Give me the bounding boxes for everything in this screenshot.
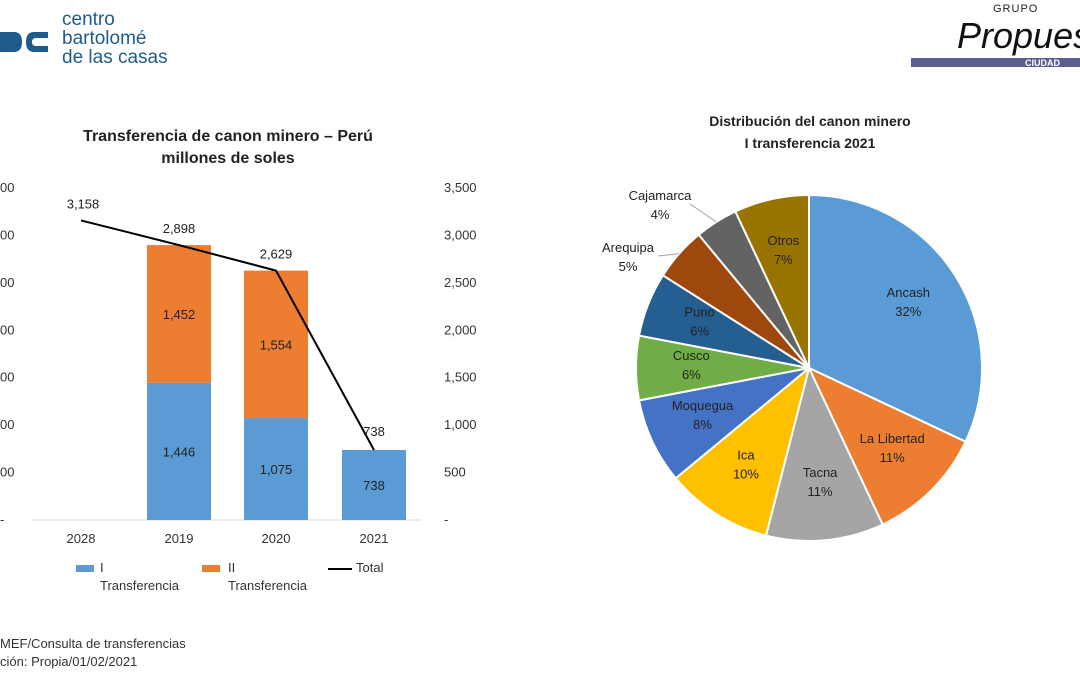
- y-left-tick-label: -: [0, 512, 4, 527]
- logo-line-1: centro: [62, 9, 115, 30]
- y-left-tick-label: 00: [0, 180, 14, 195]
- bar-i-data-label: 738: [363, 478, 385, 493]
- pie-slice-percent: 11%: [880, 450, 905, 465]
- pie-chart: Ancash 32% La Libertad 11% Tacna 11% Ica 10% Moq…: [602, 188, 983, 542]
- pie-chart-title-line-2: I transferencia 2021: [744, 135, 876, 151]
- legend-swatch-i: [76, 565, 94, 572]
- logo-line-2: bartolomé: [62, 28, 147, 49]
- pie-slice-label: Cajamarca: [629, 188, 693, 203]
- y-right-tick-label: 2,000: [444, 322, 477, 337]
- total-line: [80, 219, 375, 451]
- pie-slice-percent: 7%: [774, 252, 793, 267]
- logo-right-small: GRUPO: [993, 3, 1038, 15]
- logo-right-main: Propues: [957, 15, 1080, 56]
- x-tick-label: 2021: [360, 531, 389, 546]
- bar-ii-data-label: 1,554: [260, 337, 293, 352]
- y-right-tick-label: -: [444, 512, 448, 527]
- source-line-2: ción: Propia/01/02/2021: [0, 654, 138, 669]
- legend-label-i-1: I: [100, 560, 104, 575]
- pie-slice-percent: 6%: [690, 324, 709, 339]
- y-left-tick-label: 00: [0, 322, 14, 337]
- pie-slice-percent: 6%: [682, 367, 701, 382]
- pie-chart-title-line-1: Distribución del canon minero: [709, 113, 911, 129]
- pie-slice-percent: 5%: [619, 259, 638, 274]
- x-tick-label: 2028: [67, 531, 96, 546]
- bar-ii-data-label: 1,452: [163, 307, 196, 322]
- total-data-label: 738: [363, 424, 385, 439]
- legend-swatch-total: [328, 568, 352, 570]
- cbc-logo-mark-icon: [0, 32, 48, 52]
- pie-slice-ica: [674, 365, 811, 537]
- y-left-tick-label: 00: [0, 465, 14, 480]
- logo-line-3: de las casas: [62, 47, 168, 68]
- y-right-tick-label: 500: [444, 465, 466, 480]
- pie-slice-label: Arequipa: [602, 240, 655, 255]
- pie-slice-label: Cusco: [673, 348, 710, 363]
- y-right-tick-label: 2,500: [444, 275, 477, 290]
- logo-right-sub: CIUDAD: [1025, 58, 1060, 68]
- pie-chart-title: Distribución del canon minero I transfer…: [660, 110, 960, 154]
- x-tick-label: 2020: [262, 531, 291, 546]
- pie-slice-label: Puno: [684, 305, 714, 320]
- bar-i-data-label: 1,446: [163, 444, 196, 459]
- pie-leader-line: [689, 203, 717, 223]
- bar-i-transferencia: [244, 418, 308, 520]
- bar-chart-legend: I Transferencia II Transferencia Total: [0, 558, 440, 598]
- y-right-tick-label: 1,500: [444, 370, 477, 385]
- pie-slice-label: Otros: [767, 233, 799, 248]
- bar-chart: - - 500 00 1,000 00 1,500 00 2,000 00 2,500 00 3,000…: [0, 180, 477, 546]
- pie-slice-percent: 8%: [693, 417, 712, 432]
- y-right-tick-label: 3,000: [444, 227, 477, 242]
- bar-ii-transferencia: [244, 270, 308, 419]
- y-right-tick-label: 3,500: [444, 180, 477, 195]
- pie-slice-tacna: [764, 365, 884, 542]
- total-data-label: 2,629: [260, 247, 293, 262]
- legend-label-ii-2: Transferencia: [228, 578, 307, 593]
- pie-slice-percent: 4%: [651, 207, 670, 222]
- propuesta-logo-graphic: GRUPO Propues CIUDAD: [911, 3, 1080, 68]
- pie-slice-ancash: [808, 193, 983, 443]
- y-left-tick-label: 00: [0, 275, 14, 290]
- y-right-tick-label: 1,000: [444, 417, 477, 432]
- pie-leader-line: [657, 253, 680, 257]
- total-data-label: 3,158: [67, 196, 100, 211]
- pie-slice-label: La Libertad: [860, 431, 925, 446]
- pie-slice-label: Moquegua: [672, 398, 734, 413]
- bar-i-data-label: 1,075: [260, 462, 293, 477]
- pie-slice-percent: 11%: [808, 484, 833, 499]
- bar-i-transferencia: [342, 449, 406, 520]
- total-data-label: 2,898: [163, 221, 196, 236]
- y-left-tick-label: 00: [0, 227, 14, 242]
- legend-label-ii-1: II: [228, 560, 236, 575]
- pie-slice-percent: 10%: [733, 466, 759, 481]
- pie-slice-otros: [734, 193, 810, 369]
- cbc-logo: centro bartolomé de las casas: [0, 10, 200, 72]
- source-line-1: MEF/Consulta de transferencias: [0, 636, 186, 651]
- pie-slice-label: Tacna: [803, 465, 838, 480]
- bar-chart-title: Transferencia de canon minero – Perú mil…: [30, 126, 426, 170]
- bar-chart-title-line-1: Transferencia de canon minero – Perú: [83, 128, 373, 145]
- propuesta-ciudadana-logo: GRUPO Propues CIUDAD: [905, 0, 1080, 75]
- bar-ii-transferencia: [147, 245, 211, 383]
- legend-swatch-ii: [202, 565, 220, 572]
- bar-i-transferencia: [147, 382, 211, 520]
- bar-chart-title-line-2: millones de soles: [161, 150, 295, 167]
- pie-slice-label: Ancash: [887, 285, 930, 300]
- pie-slice-la-libertad: [806, 365, 967, 526]
- y-left-tick-label: 00: [0, 370, 14, 385]
- pie-slice-percent: 32%: [895, 304, 921, 319]
- cbc-logo-text: centro bartolomé de las casas: [62, 10, 168, 67]
- legend-label-i-2: Transferencia: [100, 578, 179, 593]
- legend-label-total: Total: [356, 560, 384, 575]
- pie-slice-label: Ica: [737, 447, 755, 462]
- x-tick-label: 2019: [165, 531, 194, 546]
- y-left-tick-label: 00: [0, 417, 14, 432]
